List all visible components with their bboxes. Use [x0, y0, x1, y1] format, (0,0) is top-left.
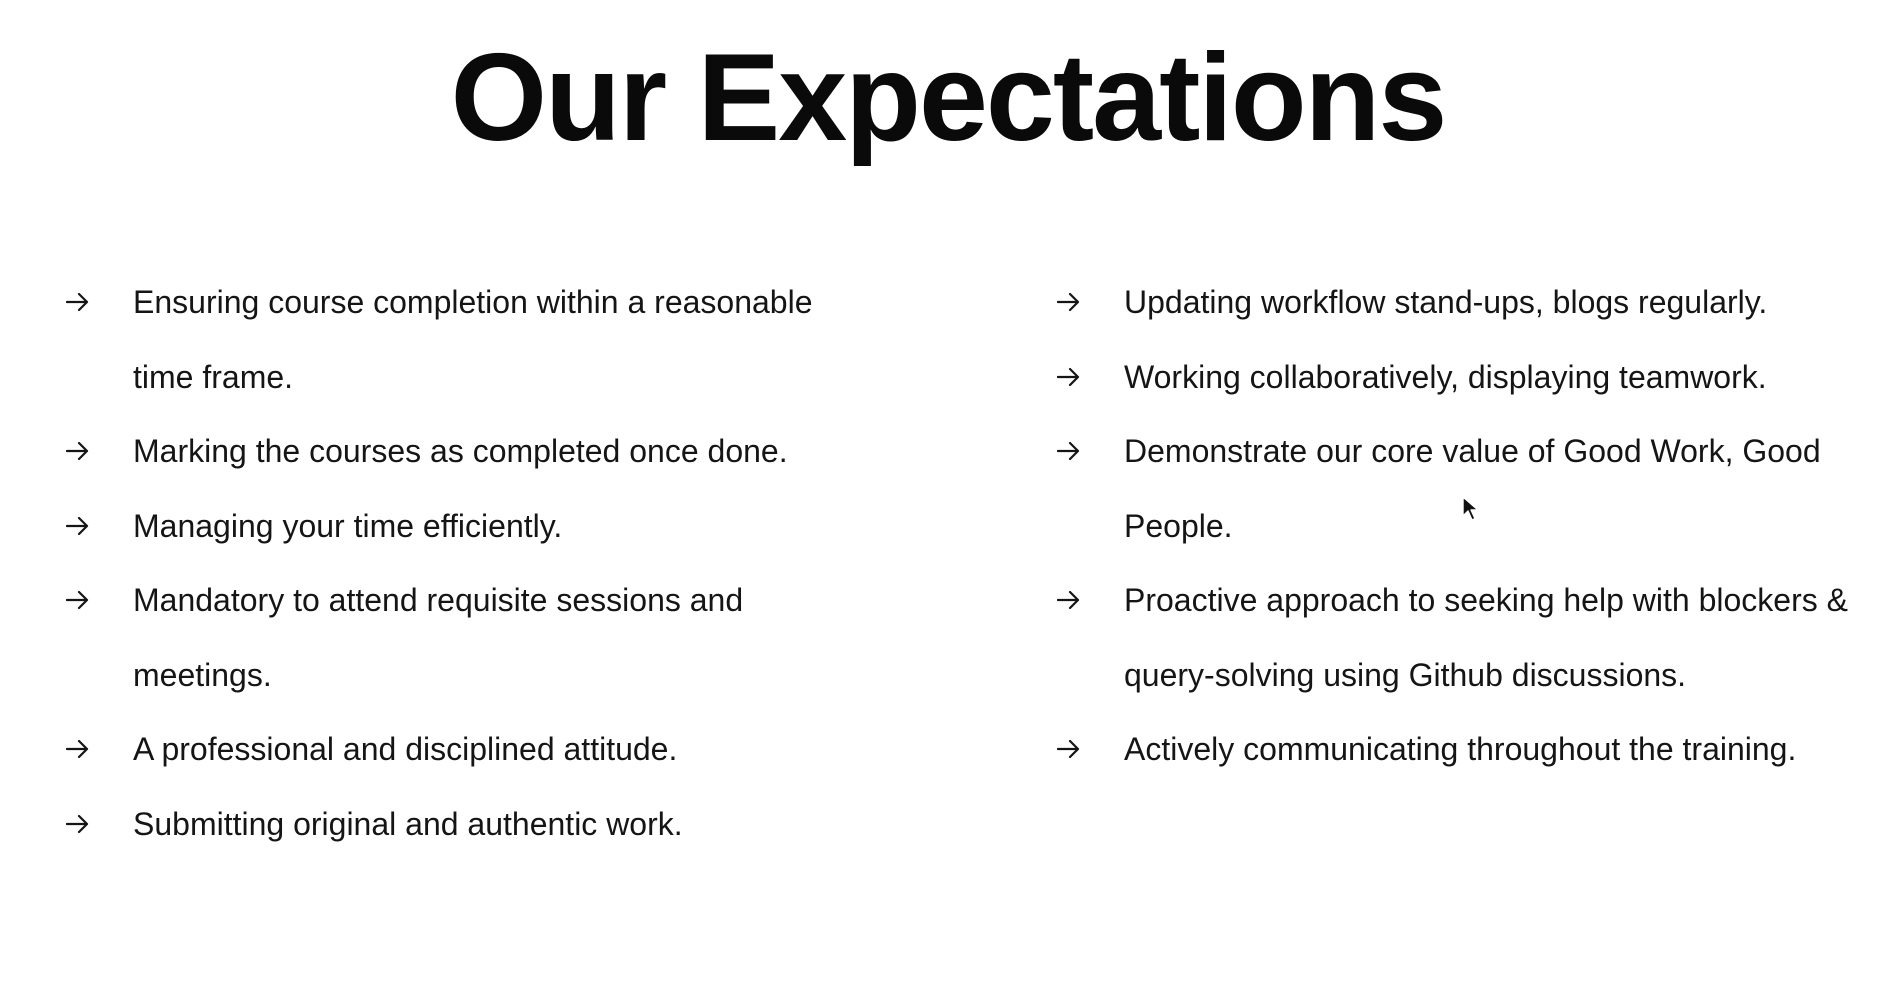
list-item: Marking the courses as completed once do… [66, 414, 866, 489]
list-item: Mandatory to attend requisite sessions a… [66, 563, 866, 712]
expectations-list-right: Updating workflow stand-ups, blogs regul… [1057, 265, 1857, 787]
list-item-text: Working collaboratively, displaying team… [1124, 358, 1767, 395]
list-item-text: A professional and disciplined attitude. [133, 731, 678, 767]
list-item-text: Mandatory to attend requisite sessions a… [133, 582, 744, 693]
list-item: Managing your time efficiently. [66, 489, 866, 564]
arrow-right-icon [66, 489, 96, 564]
list-item: Submitting original and authentic work. [66, 787, 866, 862]
list-item-text: Ensuring course completion within a reas… [133, 284, 813, 395]
list-item-text: Managing your time efficiently. [133, 507, 563, 544]
list-item: A professional and disciplined attitude. [66, 712, 866, 787]
arrow-right-icon [66, 563, 96, 638]
arrow-right-icon [66, 787, 96, 862]
list-item: Ensuring course completion within a reas… [66, 265, 866, 414]
arrow-right-icon [66, 265, 96, 340]
arrow-right-icon [1057, 414, 1087, 489]
list-item: Proactive approach to seeking help with … [1057, 563, 1857, 712]
list-item: Actively communicating throughout the tr… [1057, 712, 1857, 787]
list-item-text: Actively communicating throughout the tr… [1124, 731, 1797, 767]
arrow-right-icon [1057, 563, 1087, 638]
arrow-right-icon [66, 414, 96, 489]
arrow-right-icon [1057, 340, 1087, 415]
list-item-text: Updating workflow stand-ups, blogs regul… [1124, 284, 1768, 320]
list-item: Updating workflow stand-ups, blogs regul… [1057, 265, 1857, 340]
list-item: Working collaboratively, displaying team… [1057, 340, 1857, 415]
list-item-text: Proactive approach to seeking help with … [1124, 582, 1848, 693]
list-item-text: Marking the courses as completed once do… [133, 433, 788, 469]
expectations-list-left: Ensuring course completion within a reas… [66, 265, 866, 861]
list-item: Demonstrate our core value of Good Work,… [1057, 414, 1857, 563]
mouse-cursor-icon [1462, 496, 1479, 521]
arrow-right-icon [66, 712, 96, 787]
page-title: Our Expectations [450, 29, 1448, 167]
arrow-right-icon [1057, 712, 1087, 787]
arrow-right-icon [1057, 265, 1087, 340]
list-item-text: Demonstrate our core value of Good Work,… [1124, 433, 1821, 544]
list-item-text: Submitting original and authentic work. [133, 805, 683, 842]
